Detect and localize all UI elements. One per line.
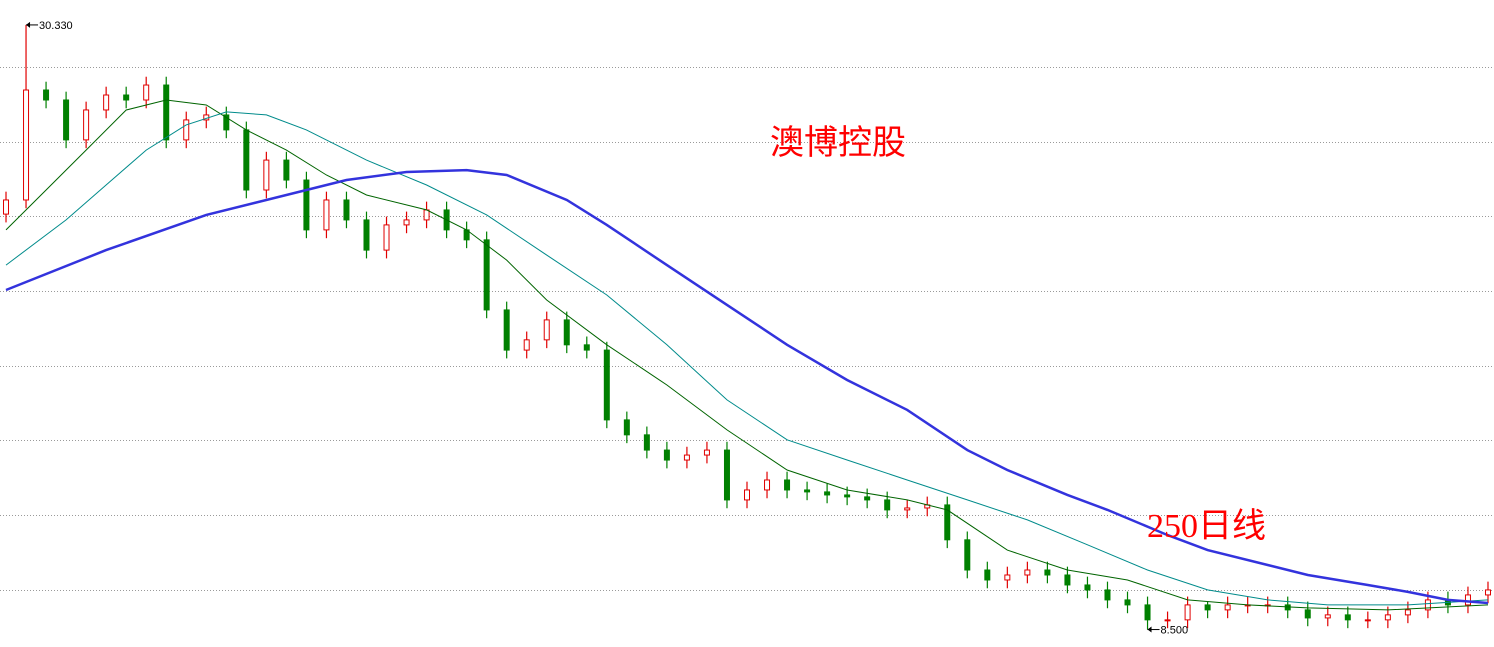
candle-body <box>603 349 610 421</box>
annotations: 30.330 8.500 <box>26 20 1188 637</box>
candle-body <box>663 449 670 461</box>
ma-line <box>5 99 1489 611</box>
candle-body <box>1004 574 1011 581</box>
candle-body <box>844 494 851 498</box>
candle-body <box>43 89 50 101</box>
candle-body <box>103 94 110 111</box>
candle-body <box>3 199 10 215</box>
ma-line <box>5 168 1489 605</box>
candle-body <box>363 219 370 251</box>
candle-body <box>1344 614 1351 621</box>
candle-body <box>1024 569 1031 576</box>
candle-body <box>523 339 530 351</box>
ma-annotation: 250日线 <box>1147 507 1266 545</box>
grid <box>0 67 1494 591</box>
candle-body <box>744 489 750 501</box>
candle-body <box>1404 609 1411 616</box>
candle-body <box>123 94 130 101</box>
candle-body <box>1064 574 1071 586</box>
candle-body <box>503 309 510 351</box>
candle-body <box>263 159 270 191</box>
candle-body <box>283 159 290 181</box>
candle-body <box>223 114 230 131</box>
candle-body <box>683 454 690 461</box>
moving-averages <box>5 99 1489 611</box>
candle-body <box>804 489 811 493</box>
candle-body <box>543 319 550 341</box>
annotation-label: 30.330 <box>39 20 73 32</box>
candle-body <box>964 539 971 571</box>
candle-body <box>63 99 70 141</box>
candle-body <box>383 224 390 251</box>
candle-body <box>1184 604 1191 621</box>
candle-body <box>163 84 170 141</box>
candle-body <box>323 199 330 231</box>
candle-body <box>1304 609 1311 619</box>
candle-body <box>1464 594 1471 606</box>
arrow-head <box>26 21 31 28</box>
candle-body <box>1324 614 1331 619</box>
candle-body <box>1124 599 1131 606</box>
candle-body <box>23 89 30 201</box>
candle-body <box>303 179 310 231</box>
candle-body <box>764 479 771 491</box>
chart-title: 澳博控股 <box>770 124 906 162</box>
candle-body <box>1484 589 1491 596</box>
candle-body <box>643 434 650 451</box>
candle-body <box>1204 604 1211 611</box>
candle-body <box>343 199 350 221</box>
candle-body <box>1044 569 1051 576</box>
candle-body <box>703 449 710 456</box>
candle-body <box>1084 584 1091 591</box>
ma-line <box>5 111 1489 606</box>
candle-body <box>1384 614 1391 621</box>
candle-body <box>1164 619 1171 622</box>
candle-body <box>483 239 490 311</box>
candle-body <box>904 507 911 511</box>
annotation-label: 8.500 <box>1161 625 1189 637</box>
candles <box>3 24 1491 630</box>
candle-body <box>1144 604 1151 621</box>
candle-body <box>984 569 991 581</box>
candle-body <box>1224 604 1231 611</box>
candle-body <box>143 84 150 101</box>
candle-body <box>884 499 891 511</box>
candle-body <box>864 496 871 501</box>
candle-body <box>1364 619 1371 622</box>
candle-body <box>83 109 90 141</box>
candle-body <box>824 491 831 496</box>
candle-body <box>944 504 951 541</box>
candle-body <box>583 344 590 351</box>
candle-body <box>183 119 190 141</box>
candle-body <box>723 449 730 501</box>
candle-body <box>623 419 630 436</box>
candle-body <box>1424 599 1431 611</box>
arrow-head <box>1147 626 1152 633</box>
candle-body <box>1104 589 1111 601</box>
candle-body <box>423 209 430 221</box>
candle-body <box>243 129 250 191</box>
candle-body <box>784 479 791 491</box>
candle-body <box>563 319 570 346</box>
candle-body <box>403 219 410 226</box>
